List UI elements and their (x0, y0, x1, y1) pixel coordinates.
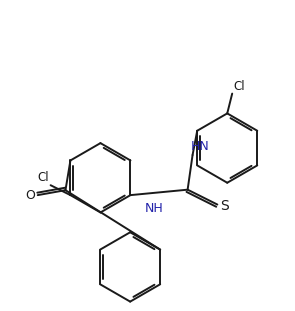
Text: O: O (25, 189, 35, 202)
Text: NH: NH (145, 202, 163, 215)
Text: Cl: Cl (37, 171, 49, 184)
Text: HN: HN (191, 140, 209, 153)
Text: Cl: Cl (233, 80, 245, 93)
Text: S: S (220, 198, 229, 212)
